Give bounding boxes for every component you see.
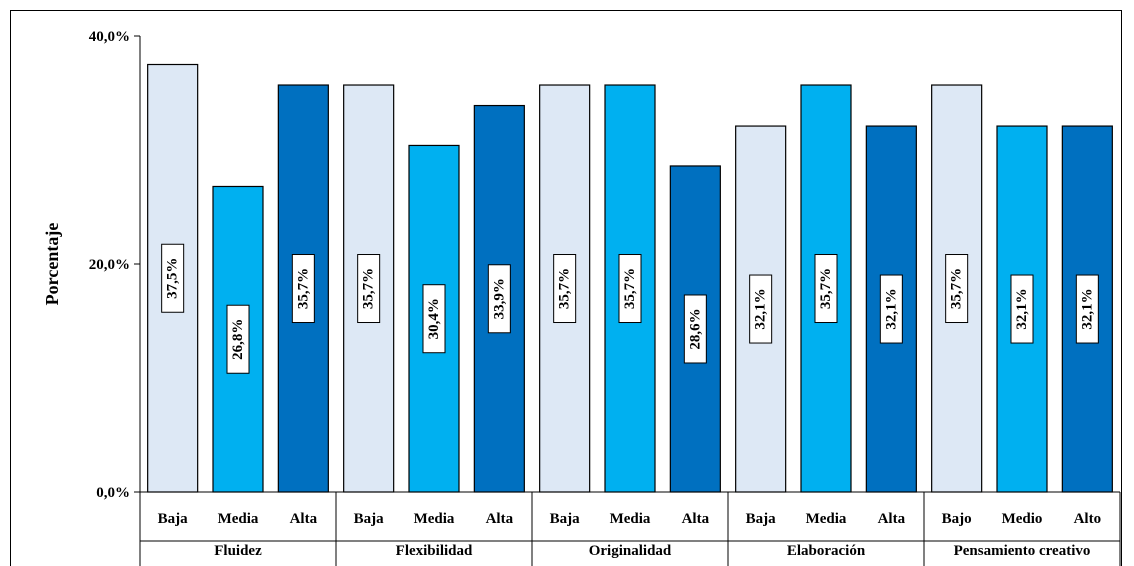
data-label-box: [1010, 274, 1034, 344]
x-category-label: Baja: [746, 511, 777, 527]
data-label: 32,1%: [883, 288, 899, 329]
data-label: 26,8%: [230, 319, 246, 360]
data-label: 32,1%: [753, 288, 769, 329]
data-label: 35,7%: [949, 268, 965, 309]
data-label: 35,7%: [622, 268, 638, 309]
x-category-label: Baja: [354, 511, 385, 527]
data-label: 37,5%: [165, 258, 181, 299]
x-category-label: Alta: [486, 511, 514, 527]
data-label: 35,7%: [295, 268, 311, 309]
y-axis-title: Porcentaje: [42, 223, 62, 306]
x-group-label: Pensamiento creativo: [954, 543, 1091, 559]
y-tick-label: 40,0%: [89, 29, 130, 45]
x-group-label: Originalidad: [589, 543, 672, 559]
x-group-label: Flexibilidad: [396, 543, 473, 559]
x-category-label: Bajo: [942, 511, 972, 527]
x-category-label: Medio: [1002, 511, 1043, 527]
data-label: 35,7%: [361, 268, 377, 309]
data-label: 32,1%: [1079, 288, 1095, 329]
x-category-label: Alta: [290, 511, 318, 527]
data-label: 30,4%: [426, 298, 442, 339]
data-label-box: [226, 304, 250, 374]
data-label-box: [553, 254, 577, 324]
data-label-box: [618, 254, 642, 324]
data-label-box: [879, 274, 903, 344]
data-label-box: [1075, 274, 1099, 344]
x-category-label: Baja: [158, 511, 189, 527]
data-label-box: [814, 254, 838, 324]
data-label: 35,7%: [818, 268, 834, 309]
data-label-box: [683, 294, 707, 364]
data-label: 33,9%: [491, 278, 507, 319]
x-category-label: Baja: [550, 511, 581, 527]
y-tick-label: 0,0%: [96, 485, 130, 501]
x-category-label: Media: [218, 511, 259, 527]
data-label-box: [161, 243, 185, 313]
data-label-box: [422, 284, 446, 354]
data-label: 32,1%: [1014, 288, 1030, 329]
data-label: 28,6%: [687, 308, 703, 349]
x-category-label: Alta: [682, 511, 710, 527]
x-category-label: Alto: [1074, 511, 1102, 527]
x-category-label: Media: [806, 511, 847, 527]
data-label-box: [487, 264, 511, 334]
x-category-label: Media: [610, 511, 651, 527]
data-label: 35,7%: [557, 268, 573, 309]
x-category-label: Alta: [878, 511, 906, 527]
x-group-label: Elaboración: [787, 543, 866, 559]
y-tick-label: 20,0%: [89, 257, 130, 273]
x-category-label: Media: [414, 511, 455, 527]
data-label-box: [749, 274, 773, 344]
data-label-box: [291, 254, 315, 324]
data-label-box: [945, 254, 969, 324]
data-label-box: [357, 254, 381, 324]
x-group-label: Fluidez: [214, 543, 262, 559]
